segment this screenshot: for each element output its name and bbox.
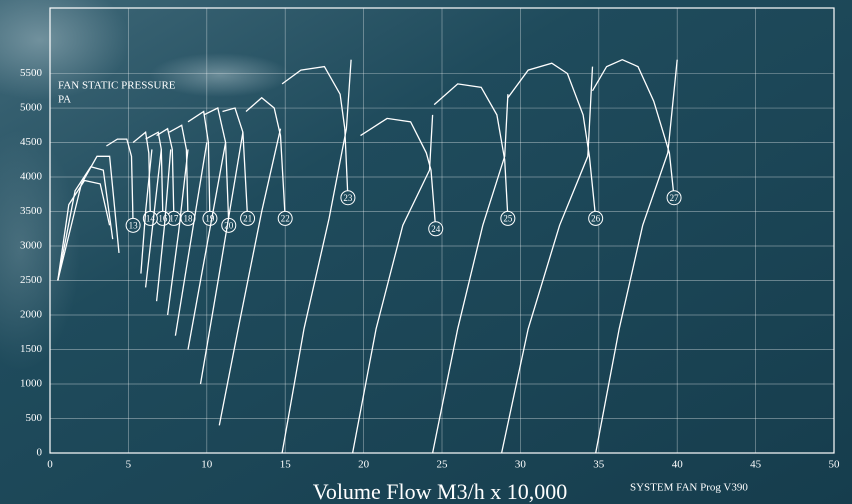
y-tick-label: 4500 bbox=[20, 136, 43, 148]
curve-label: 16 bbox=[158, 213, 168, 223]
y-tick-label: 5500 bbox=[20, 67, 43, 79]
footnote: SYSTEM FAN Prog V390 bbox=[630, 482, 748, 494]
x-tick-label: 40 bbox=[672, 459, 684, 471]
x-tick-label: 10 bbox=[201, 459, 213, 471]
x-label: Volume Flow M3/h x 10,000 bbox=[313, 479, 567, 504]
y-tick-label: 1500 bbox=[20, 343, 43, 355]
curve-label: 25 bbox=[503, 213, 513, 223]
curve-label: 24 bbox=[431, 224, 441, 234]
y-tick-label: 0 bbox=[37, 447, 43, 459]
y-tick-label: 500 bbox=[26, 412, 43, 424]
y-tick-label: 3500 bbox=[20, 205, 43, 217]
background bbox=[0, 0, 852, 504]
x-tick-label: 0 bbox=[47, 459, 53, 471]
curve-label: 18 bbox=[183, 213, 193, 223]
y-label: PA bbox=[58, 94, 71, 106]
chart: 0500100015002000250030003500400045005000… bbox=[0, 0, 852, 504]
x-tick-label: 45 bbox=[750, 459, 762, 471]
curve-label: 26 bbox=[591, 213, 601, 223]
x-tick-label: 25 bbox=[437, 459, 449, 471]
y-tick-label: 5000 bbox=[20, 102, 43, 114]
curve-label: 17 bbox=[169, 213, 179, 223]
y-label: FAN STATIC PRESSURE bbox=[58, 80, 176, 92]
x-tick-label: 30 bbox=[515, 459, 527, 471]
curve-label: 13 bbox=[129, 220, 139, 230]
x-tick-label: 5 bbox=[126, 459, 132, 471]
x-tick-label: 35 bbox=[593, 459, 605, 471]
y-tick-label: 2500 bbox=[20, 274, 43, 286]
curve-label: 22 bbox=[281, 213, 290, 223]
curve-label: 20 bbox=[224, 220, 234, 230]
curve-label: 23 bbox=[343, 193, 353, 203]
y-tick-label: 2000 bbox=[20, 309, 43, 321]
y-tick-label: 3000 bbox=[20, 240, 43, 252]
x-tick-label: 50 bbox=[829, 459, 841, 471]
curve-label: 19 bbox=[205, 213, 215, 223]
y-tick-label: 1000 bbox=[20, 378, 43, 390]
x-tick-label: 15 bbox=[280, 459, 292, 471]
curve-label: 21 bbox=[243, 213, 252, 223]
x-tick-label: 20 bbox=[358, 459, 370, 471]
y-tick-label: 4000 bbox=[20, 171, 43, 183]
curve-label: 27 bbox=[670, 193, 680, 203]
